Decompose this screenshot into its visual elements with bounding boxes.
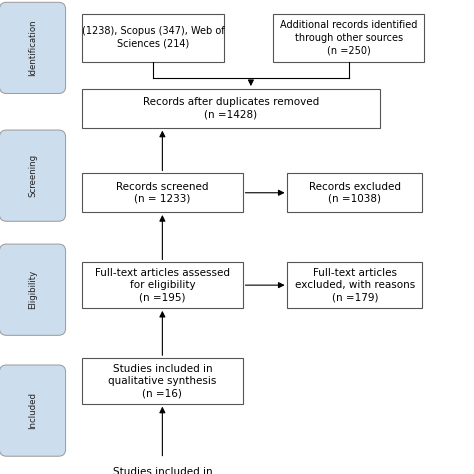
Text: (1238), Scopus (347), Web of
Sciences (214): (1238), Scopus (347), Web of Sciences (2… bbox=[82, 27, 224, 49]
Text: Full-text articles
excluded, with reasons
(n =179): Full-text articles excluded, with reason… bbox=[295, 268, 415, 302]
FancyBboxPatch shape bbox=[82, 458, 243, 474]
FancyBboxPatch shape bbox=[0, 365, 65, 456]
FancyBboxPatch shape bbox=[0, 130, 65, 221]
FancyBboxPatch shape bbox=[288, 173, 422, 212]
Text: Included: Included bbox=[28, 392, 37, 429]
FancyBboxPatch shape bbox=[82, 358, 243, 404]
FancyBboxPatch shape bbox=[288, 262, 422, 308]
Text: Additional records identified
through other sources
(n =250): Additional records identified through ot… bbox=[280, 20, 418, 55]
FancyBboxPatch shape bbox=[82, 173, 243, 212]
Text: Screening: Screening bbox=[28, 154, 37, 197]
FancyBboxPatch shape bbox=[82, 262, 243, 308]
Text: Studies included in
qualitative synthesis
(n =16): Studies included in qualitative synthesi… bbox=[108, 364, 217, 398]
FancyBboxPatch shape bbox=[82, 89, 380, 128]
Text: Records excluded
(n =1038): Records excluded (n =1038) bbox=[309, 182, 401, 204]
FancyBboxPatch shape bbox=[0, 244, 65, 335]
Text: Full-text articles assessed
for eligibility
(n =195): Full-text articles assessed for eligibil… bbox=[95, 268, 230, 302]
Text: Studies included in: Studies included in bbox=[112, 467, 212, 474]
FancyBboxPatch shape bbox=[0, 2, 65, 93]
Text: Eligibility: Eligibility bbox=[28, 270, 37, 310]
Text: Identification: Identification bbox=[28, 19, 37, 76]
FancyBboxPatch shape bbox=[273, 14, 424, 62]
FancyBboxPatch shape bbox=[82, 14, 224, 62]
Text: Records after duplicates removed
(n =1428): Records after duplicates removed (n =142… bbox=[143, 97, 319, 119]
Text: Records screened
(n = 1233): Records screened (n = 1233) bbox=[116, 182, 209, 204]
